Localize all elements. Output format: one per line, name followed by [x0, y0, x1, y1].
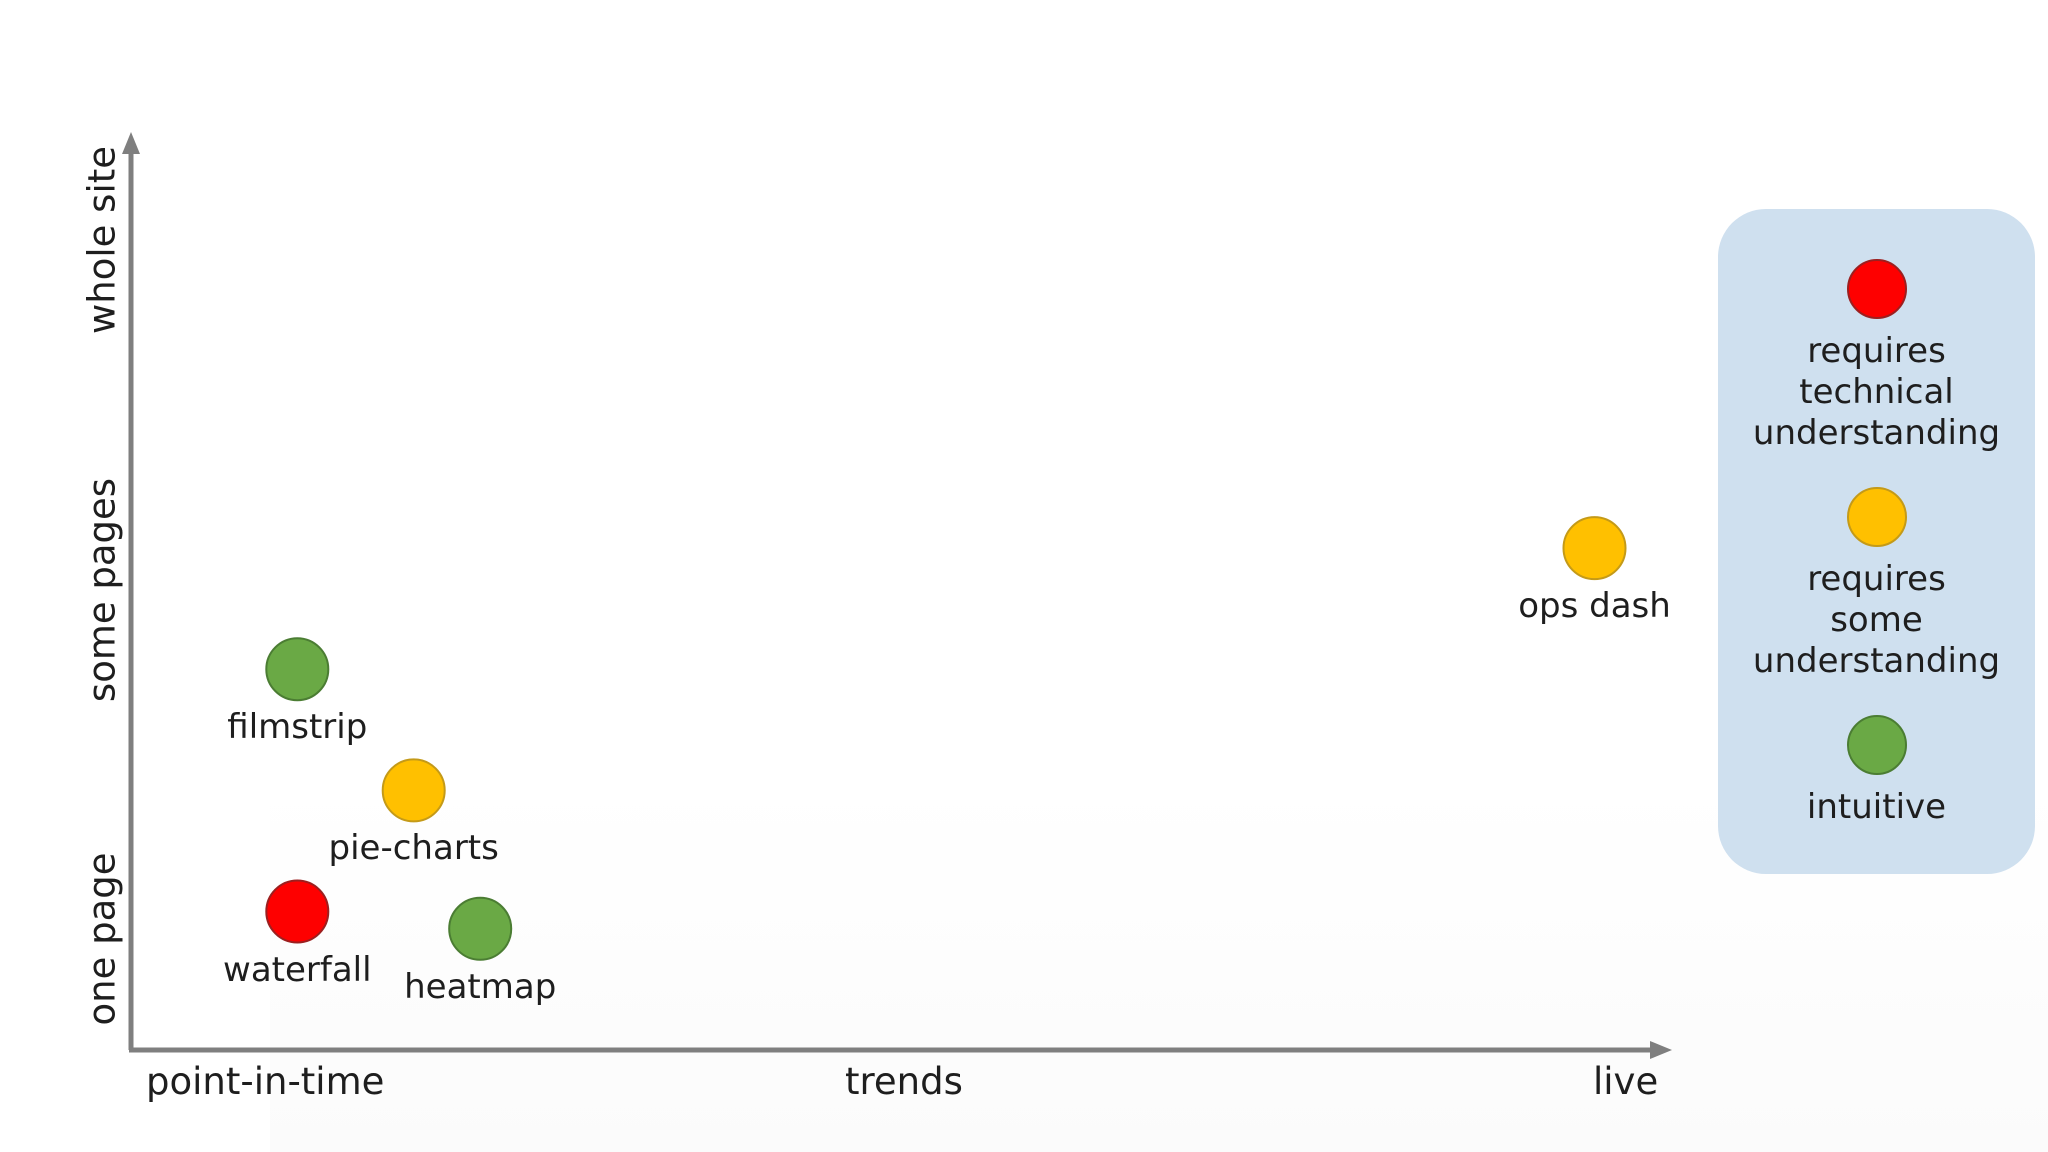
x-axis-arrowhead — [1650, 1041, 1672, 1059]
legend-label-technical: requires technical understanding — [1752, 331, 2001, 453]
legend-item-some: requires some understanding — [1718, 487, 2035, 682]
legend-item-technical: requires technical understanding — [1718, 259, 2035, 454]
x-tick-label-point-in-time: point-in-time — [146, 1060, 385, 1103]
legend-label-intuitive: intuitive — [1806, 787, 1947, 827]
x-tick-label-trends: trends — [845, 1060, 963, 1103]
legend-item-intuitive: intuitive — [1718, 715, 2035, 828]
y-axis-arrowhead — [122, 132, 140, 154]
point-label-waterfall: waterfall — [223, 949, 372, 990]
y-tick-label-some-pages: some pages — [80, 477, 124, 703]
y-tick-label-whole-site: whole site — [80, 146, 124, 334]
legend-dot-yellow — [1846, 487, 1907, 547]
legend: requires technical understanding require… — [1718, 209, 2035, 874]
point-label-heatmap: heatmap — [404, 966, 557, 1007]
points-layer — [265, 516, 1627, 961]
point-filmstrip — [265, 637, 330, 702]
point-waterfall — [265, 879, 330, 944]
legend-label-some: requires some understanding — [1752, 559, 2001, 681]
point-label-filmstrip: filmstrip — [227, 707, 368, 748]
x-tick-label-live: live — [1593, 1060, 1659, 1103]
point-heatmap — [448, 896, 513, 961]
legend-dot-red — [1846, 259, 1907, 319]
y-tick-label-one-page: one page — [80, 852, 124, 1026]
point-ops-dash — [1562, 516, 1627, 581]
point-pie-charts — [381, 758, 446, 823]
point-label-pie-charts: pie-charts — [328, 828, 499, 869]
point-label-ops-dash: ops dash — [1518, 586, 1671, 627]
legend-dot-green — [1846, 715, 1907, 775]
